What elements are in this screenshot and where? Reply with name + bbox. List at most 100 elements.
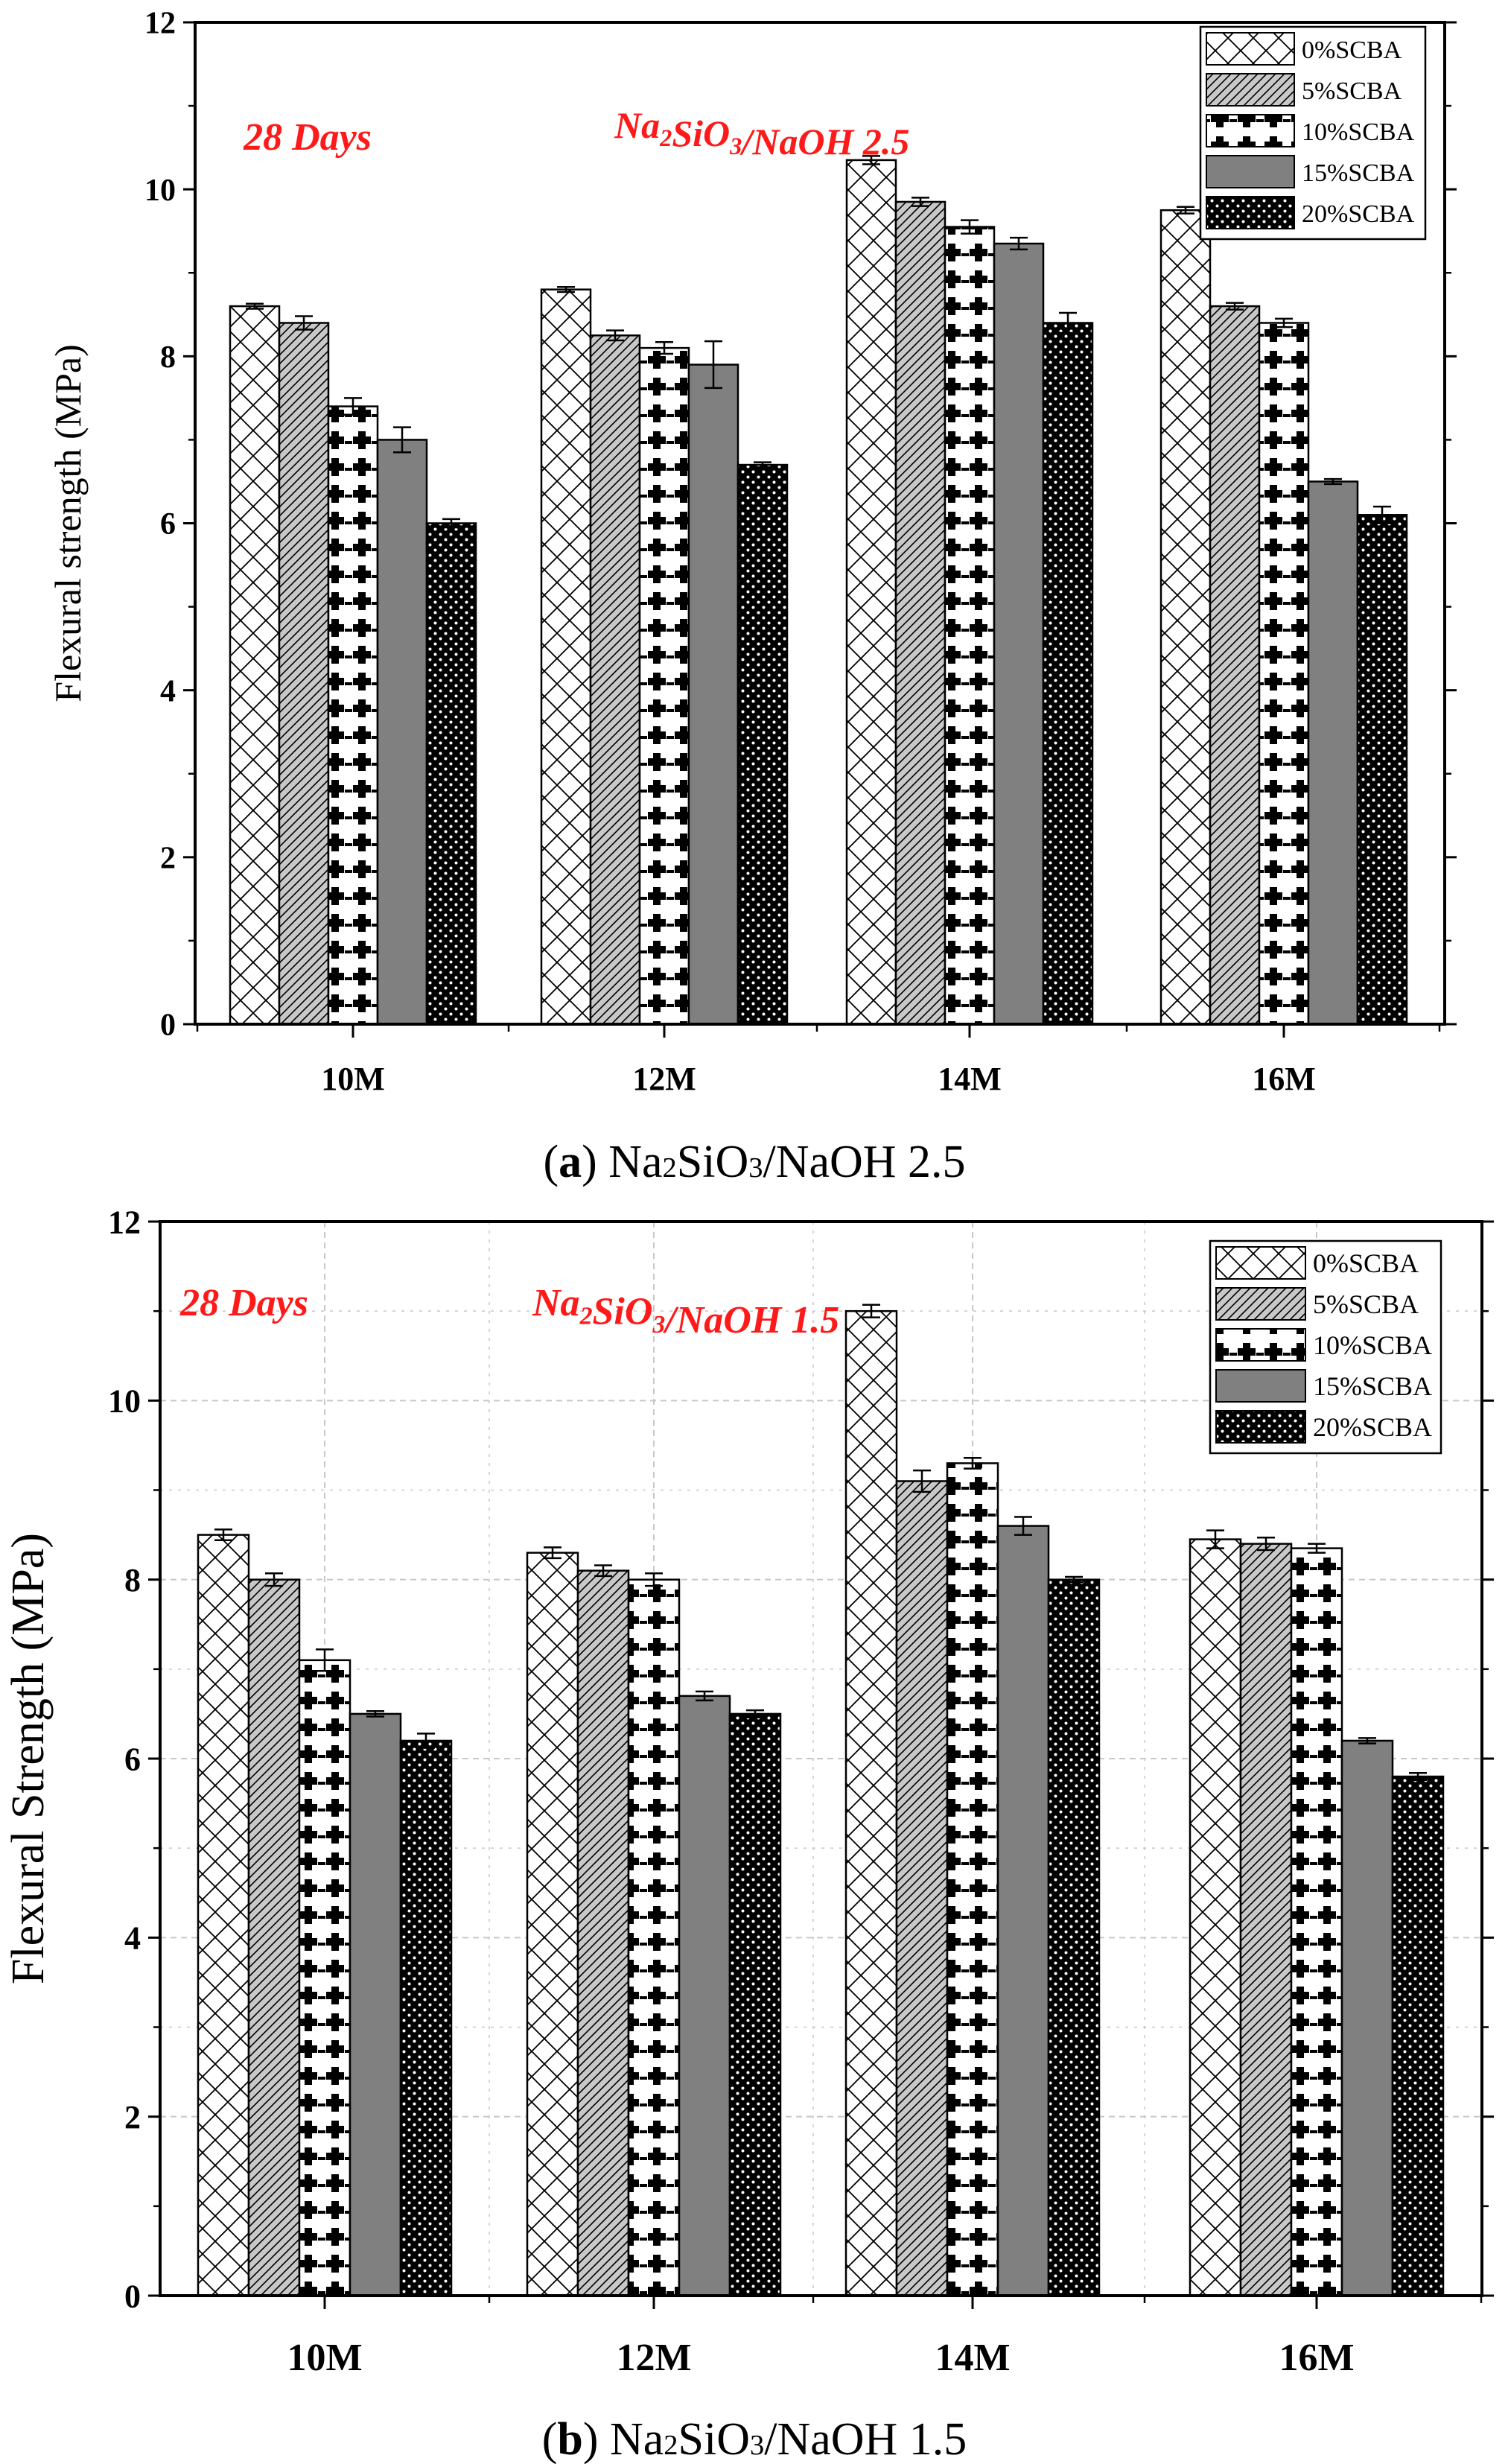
legend-swatch <box>1215 1328 1306 1362</box>
x-axis-ticks: 10M 12M 14M 16M <box>287 2296 1483 2379</box>
bar <box>638 346 690 1026</box>
formula-text: /NaOH <box>739 121 863 162</box>
legend-swatch <box>1206 114 1295 147</box>
bar <box>627 1578 681 2297</box>
bar <box>376 439 428 1026</box>
bar <box>589 334 641 1026</box>
panel-b: 0 2 4 6 8 10 12 10M 12M 14M 16M Flexural Strength (… <box>3 1204 1494 2464</box>
x-category-label: 14M <box>938 1061 1002 1097</box>
bar <box>1209 305 1261 1026</box>
y-tick-label: 6 <box>160 507 176 542</box>
bars <box>229 155 1408 1026</box>
bar <box>247 1578 301 2297</box>
bar <box>736 463 789 1026</box>
bar <box>1239 1543 1293 2297</box>
caption-paren: ( <box>542 2414 558 2464</box>
bar <box>278 322 330 1026</box>
legend-label: 5%SCBA <box>1313 1289 1419 1319</box>
caption-text: 1.5 <box>909 2414 967 2464</box>
formula-text: Na <box>532 1282 580 1324</box>
y-axis-label: Flexural Strength (MPa) <box>3 1533 54 1984</box>
bar <box>687 363 739 1026</box>
bar <box>197 1534 250 2297</box>
caption-paren: ) <box>582 1137 608 1187</box>
panel-a: 0 2 4 6 8 10 12 10M 12M 14M 16M Flexural strength (… <box>47 7 1457 1187</box>
y-tick-label: 10 <box>108 1383 141 1420</box>
bar <box>425 522 477 1026</box>
legend-label: 5%SCBA <box>1302 77 1402 105</box>
caption-text: SiO <box>678 2414 750 2464</box>
legend-swatch <box>1206 196 1295 229</box>
formula-subscript: 3 <box>729 133 742 160</box>
bar <box>399 1739 453 2297</box>
formula-text: SiO <box>672 112 730 154</box>
formula-text: 2.5 <box>862 121 910 162</box>
caption-letter: b <box>557 2414 582 2464</box>
caption-text: /NaOH <box>764 2414 909 2464</box>
caption-text: /NaOH <box>763 1137 908 1187</box>
y-tick-label: 4 <box>124 1920 141 1957</box>
bar <box>1356 514 1408 1026</box>
series-20pct-scba <box>399 1575 1445 2297</box>
y-tick-label: 4 <box>160 674 176 708</box>
caption-text: Na <box>608 1137 662 1187</box>
bar <box>576 1569 630 2297</box>
bar <box>678 1695 731 2297</box>
legend-label: 20%SCBA <box>1302 200 1415 228</box>
bar <box>894 200 947 1026</box>
series-15pct-scba <box>376 236 1359 1026</box>
bar <box>728 1712 782 2297</box>
bar <box>1307 480 1359 1026</box>
legend-label: 0%SCBA <box>1302 36 1402 64</box>
x-category-label: 10M <box>321 1061 385 1097</box>
y-tick-label: 2 <box>124 2099 141 2136</box>
legend-label: 15%SCBA <box>1313 1371 1432 1401</box>
formula-text: 1.5 <box>791 1299 839 1341</box>
bar <box>540 288 592 1026</box>
y-axis-ticks: 0 2 4 6 8 10 12 <box>108 1204 1494 2314</box>
y-axis-label: Flexural strength (MPa) <box>47 344 89 702</box>
legend-label: 0%SCBA <box>1313 1248 1419 1278</box>
bar <box>1189 1538 1242 2297</box>
caption-paren: ) <box>583 2414 610 2464</box>
caption-subscript: 2 <box>663 1152 677 1184</box>
caption-subscript: 2 <box>664 2430 678 2461</box>
legend-swatch <box>1206 155 1295 188</box>
bar <box>298 1659 351 2297</box>
bar <box>349 1712 402 2297</box>
formula-text: Na <box>614 104 660 146</box>
series-10pct-scba <box>298 1456 1343 2297</box>
caption-subscript: 3 <box>748 1152 763 1184</box>
legend-label: 10%SCBA <box>1302 118 1415 146</box>
bar <box>1042 322 1094 1026</box>
y-tick-label: 8 <box>124 1562 141 1598</box>
series-5pct-scba <box>278 197 1261 1026</box>
bar <box>944 226 996 1026</box>
legend: 0%SCBA 5%SCBA 10%SCBA 15%SCBA 20%SCBA <box>1209 1239 1442 1455</box>
y-axis-ticks: 0 2 4 6 8 10 12 <box>144 7 1457 1043</box>
legend-label: 15%SCBA <box>1302 159 1415 187</box>
formula-subscript: 2 <box>659 125 672 152</box>
panel-caption: (a) Na2SiO3/NaOH 2.5 <box>543 1137 965 1187</box>
x-category-label: 16M <box>1252 1061 1316 1097</box>
caption-paren: ( <box>543 1137 559 1187</box>
caption-letter: a <box>559 1137 582 1187</box>
y-tick-label: 0 <box>124 2278 141 2314</box>
legend-swatch <box>1215 1369 1306 1403</box>
y-tick-label: 10 <box>144 174 176 208</box>
bar <box>1391 1775 1445 2297</box>
bar <box>845 159 897 1026</box>
bar <box>526 1552 579 2297</box>
caption-text: Na <box>610 2414 664 2464</box>
legend: 0%SCBA 5%SCBA 10%SCBA 15%SCBA 20%SCBA <box>1199 25 1427 241</box>
bar <box>229 305 281 1026</box>
bar <box>1340 1739 1394 2297</box>
formula-text: /NaOH <box>662 1299 791 1341</box>
series-0pct-scba <box>229 155 1212 1026</box>
x-category-label: 16M <box>1279 2337 1354 2379</box>
x-axis-ticks: 10M 12M 14M 16M <box>196 1024 1441 1097</box>
panel-caption: (b) Na2SiO3/NaOH 1.5 <box>542 2414 967 2464</box>
legend-swatch <box>1215 1287 1306 1321</box>
